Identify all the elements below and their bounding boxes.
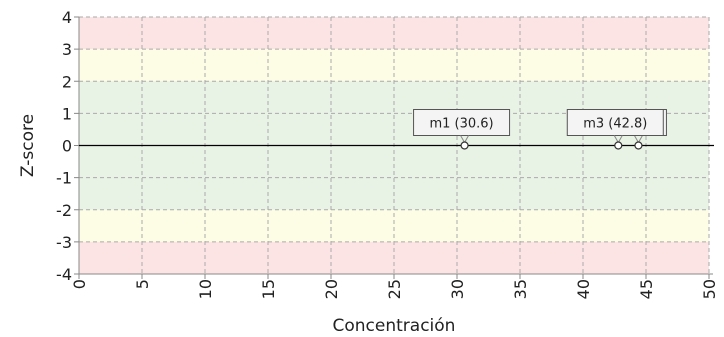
x-tick-label-40: 40: [574, 279, 593, 299]
y-tick-label--2: -2: [56, 201, 72, 220]
x-tick-label-5: 5: [133, 279, 152, 289]
y-tick-label-4: 4: [62, 8, 72, 27]
y-tick-label-2: 2: [62, 72, 72, 91]
x-tick-label-50: 50: [700, 279, 719, 299]
point-1: m1 (30.6): [413, 109, 511, 150]
y-tick-label--4: -4: [56, 265, 72, 284]
y-tick-label--3: -3: [56, 233, 72, 252]
data-points: )m3 (42.8)m1 (30.6): [413, 109, 667, 150]
x-tick-label-20: 20: [322, 279, 341, 299]
point-label-2: m3 (42.8): [583, 117, 647, 132]
point-2: m3 (42.8): [566, 109, 664, 150]
x-tick-label-0: 0: [70, 279, 89, 289]
y-axis-title: Z-score: [18, 114, 38, 177]
y-tick-label-1: 1: [62, 104, 72, 123]
point-label-box-2: [566, 109, 664, 136]
point-label-1: m1 (30.6): [429, 117, 493, 132]
point-label-box-1: [413, 109, 511, 136]
point-marker-3: [634, 141, 643, 150]
point-marker-1: [460, 141, 469, 150]
x-tick-label-45: 45: [637, 279, 656, 299]
y-tick-label-3: 3: [62, 40, 72, 59]
x-tick-label-15: 15: [259, 279, 278, 299]
x-tick-label-30: 30: [448, 279, 467, 299]
x-tick-label-10: 10: [196, 279, 215, 299]
y-tick-label-0: 0: [62, 137, 72, 156]
y-tick-label--1: -1: [56, 169, 72, 188]
x-axis-title: Concentración: [333, 316, 456, 336]
x-tick-label-25: 25: [385, 279, 404, 299]
point-marker-2: [614, 141, 623, 150]
x-tick-label-35: 35: [511, 279, 530, 299]
